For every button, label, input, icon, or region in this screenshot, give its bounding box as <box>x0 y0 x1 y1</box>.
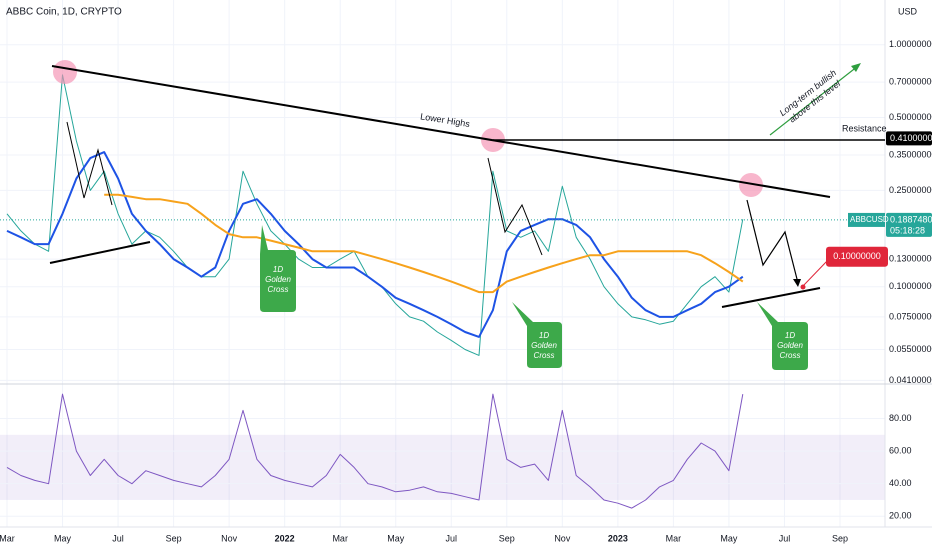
callout-text: Golden <box>265 275 291 284</box>
rsi-band <box>0 434 885 500</box>
high-marker <box>739 173 763 197</box>
path-sketch <box>66 121 113 206</box>
y-axis-label: USD <box>898 6 918 16</box>
x-tick-label: May <box>387 533 405 543</box>
symbol-label: ABBCUSD <box>850 215 889 224</box>
arrow-head <box>793 279 801 287</box>
series-line <box>6 151 744 338</box>
projection <box>746 199 799 284</box>
x-tick-label: Nov <box>221 533 238 543</box>
y-tick-label: 0.10000000 <box>889 281 932 291</box>
y-tick-label: 0.13000000 <box>889 253 932 263</box>
x-tick-label: May <box>720 533 738 543</box>
callout-box <box>260 225 296 312</box>
y-tick-label: 0.25000000 <box>889 185 932 195</box>
callout-text: Cross <box>780 351 801 360</box>
target-label: 0.10000000 <box>833 251 881 261</box>
callout-text: Cross <box>534 351 555 360</box>
x-tick-label: 2022 <box>275 533 295 543</box>
callout-text: Golden <box>531 341 557 350</box>
y-tick-label: 0.35000000 <box>889 149 932 159</box>
x-tick-label: 2023 <box>608 533 628 543</box>
y-tick-label: 1.00000000 <box>889 39 932 49</box>
path-sketch <box>487 157 543 256</box>
annotation: Resistance <box>842 123 887 133</box>
y-tick-label: 80.00 <box>889 413 912 423</box>
x-tick-label: Sep <box>499 533 515 543</box>
y-tick-label: 0.05500000 <box>889 344 932 354</box>
target-pointer <box>802 259 829 287</box>
last-price-box <box>886 212 932 237</box>
x-tick-label: Sep <box>832 533 848 543</box>
y-tick-label: 60.00 <box>889 445 912 455</box>
arrow-head <box>851 63 861 72</box>
x-tick-label: Jul <box>112 533 124 543</box>
y-tick-label: 0.04100000 <box>889 375 932 385</box>
callout <box>260 225 808 370</box>
high-marker <box>53 60 77 84</box>
y-tick-label: 0.70000000 <box>889 77 932 87</box>
plot <box>0 0 885 527</box>
x-tick-label: Nov <box>554 533 571 543</box>
y-tick-label: 20.00 <box>889 511 912 521</box>
x-tick-label: May <box>54 533 72 543</box>
target-dot <box>800 284 806 290</box>
target-box <box>826 246 888 267</box>
x-tick-label: Mar <box>0 533 15 543</box>
last-price-box-countdown: 05:18:28 <box>890 225 925 235</box>
callout-box <box>512 302 562 368</box>
callout-text: Cross <box>268 285 289 294</box>
callout-text: 1D <box>539 331 549 340</box>
x-tick-label: Mar <box>666 533 682 543</box>
support-line <box>721 287 821 308</box>
bullish-arrow <box>769 65 859 136</box>
y-tick-label: 40.00 <box>889 478 912 488</box>
x-tick-label: Jul <box>779 533 791 543</box>
x-tick-label: Mar <box>332 533 348 543</box>
support-line <box>49 241 151 264</box>
series-line <box>104 193 744 294</box>
chart-title: ABBC Coin, 1D, CRYPTO <box>6 7 122 18</box>
y-tick-label: 0.07500000 <box>889 311 932 321</box>
callout-text: 1D <box>273 265 283 274</box>
y-tick-label: 0.50000000 <box>889 112 932 122</box>
resistance-box <box>886 131 932 146</box>
trend-line <box>51 65 831 198</box>
callout-text: 1D <box>785 331 795 340</box>
series-line <box>6 393 744 509</box>
x-tick-label: Sep <box>166 533 182 543</box>
x-tick-label: Jul <box>446 533 458 543</box>
callout-text: Golden <box>777 341 803 350</box>
symbol-box <box>848 212 885 227</box>
callout-box <box>757 302 808 370</box>
